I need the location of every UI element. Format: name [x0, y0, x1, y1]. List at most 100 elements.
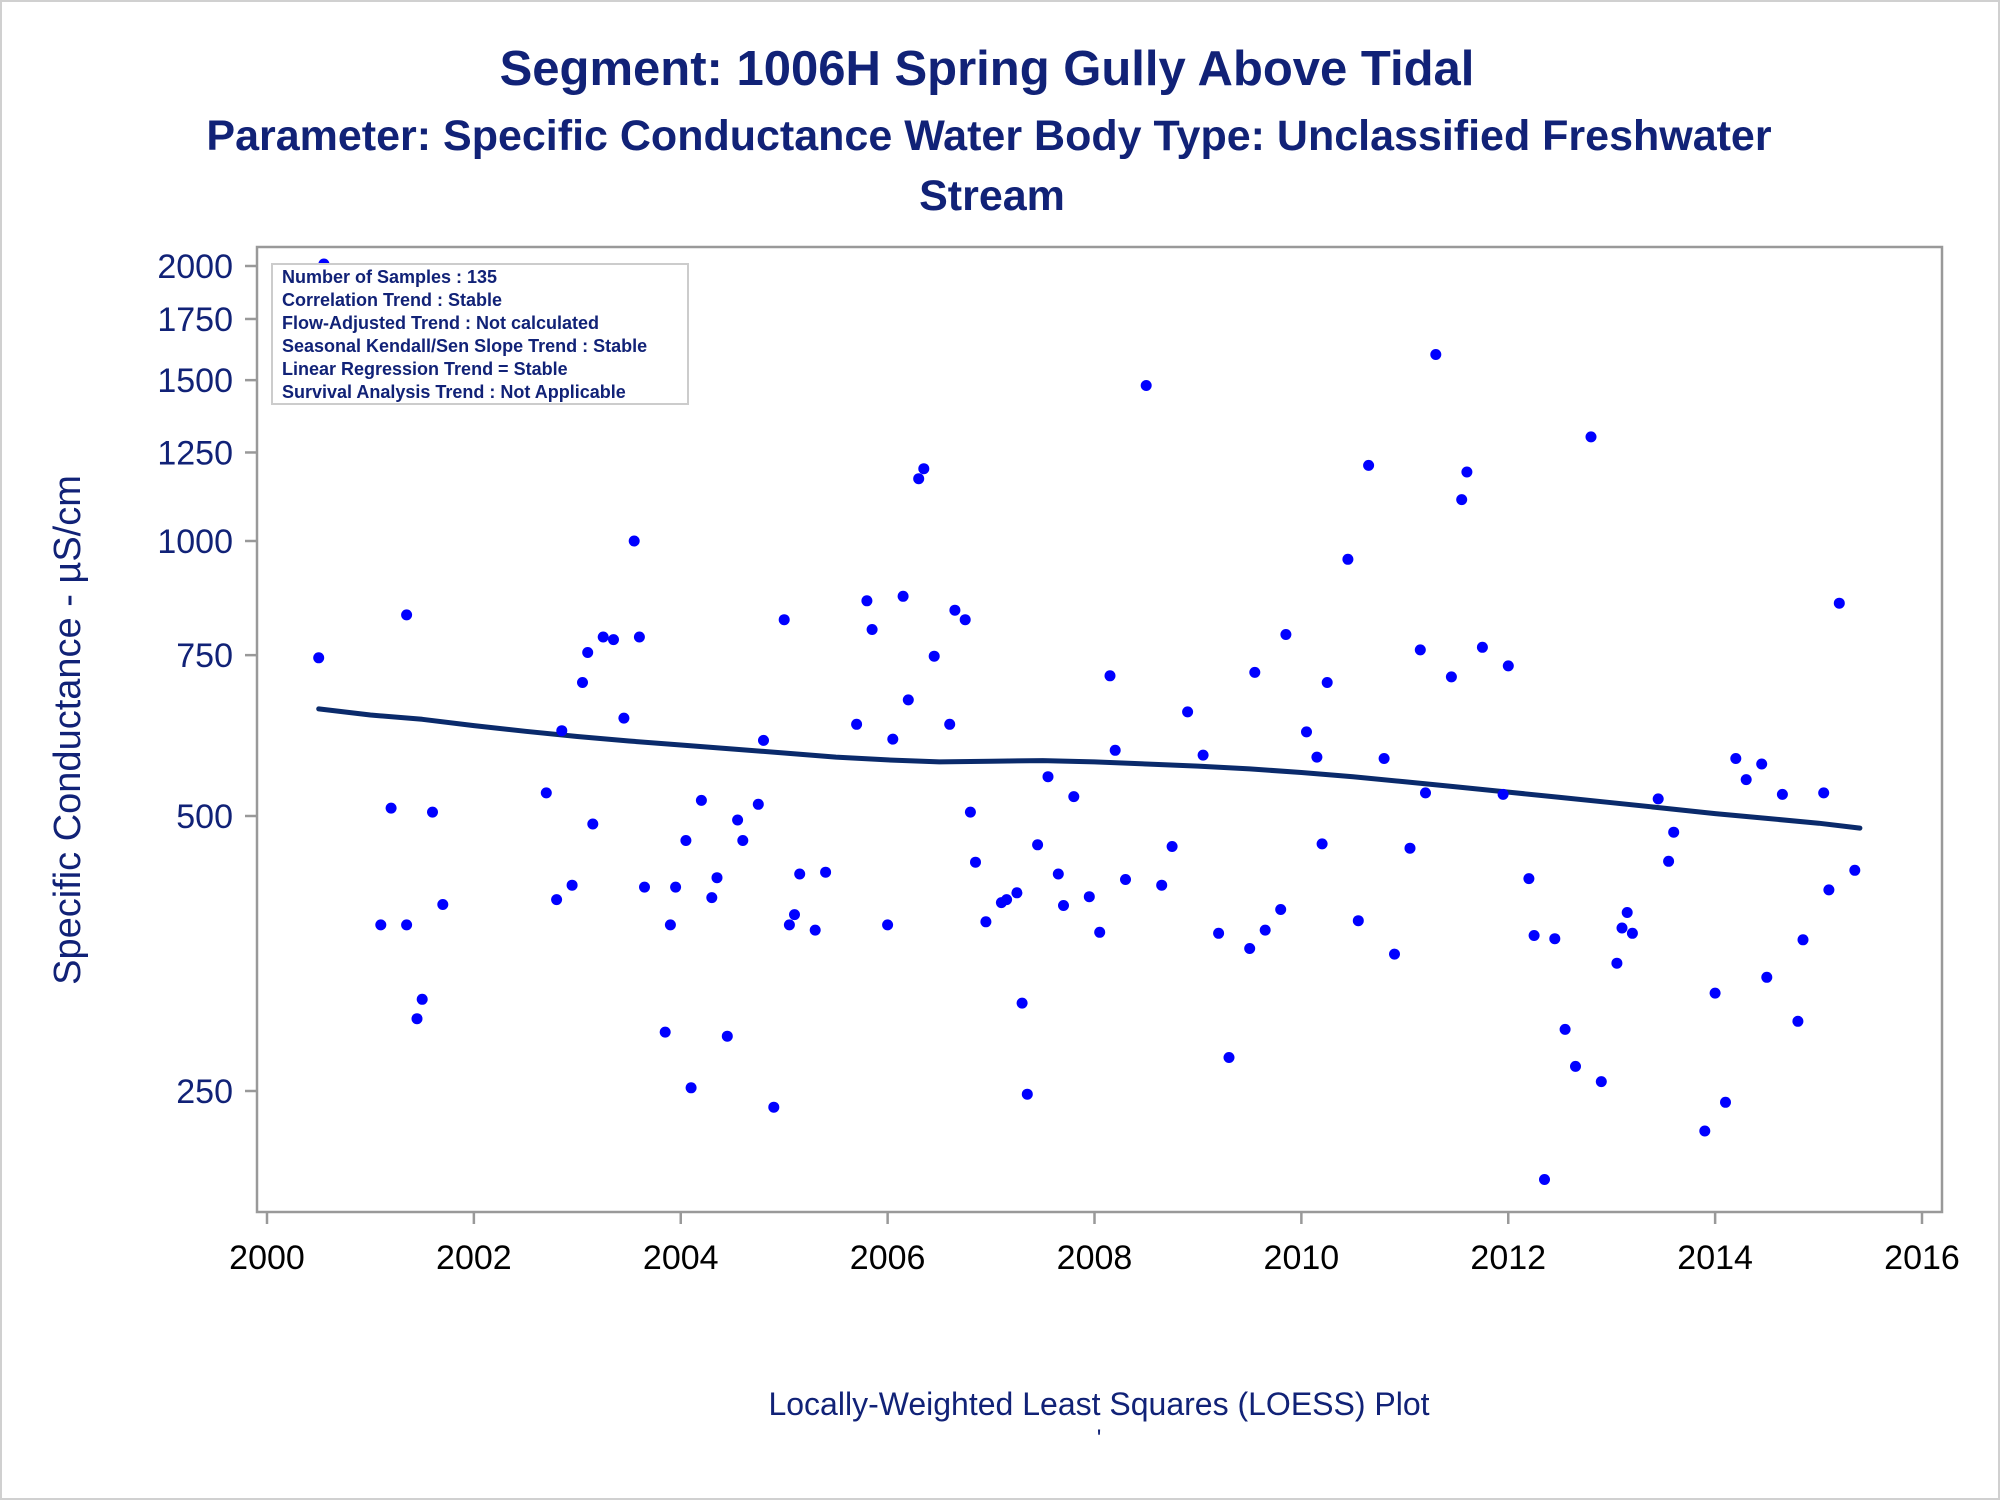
data-point: [711, 872, 723, 884]
data-point: [639, 881, 650, 893]
y-axis-label: Specific Conductance - µS/cm: [47, 475, 89, 985]
x-tick-label: 2006: [850, 1239, 926, 1277]
data-point: [664, 919, 676, 931]
data-point: [887, 733, 899, 745]
data-point: [752, 798, 764, 810]
data-point: [1083, 891, 1095, 903]
data-point: [1244, 943, 1256, 954]
data-point: [1321, 677, 1333, 688]
data-point: [1709, 987, 1721, 999]
data-point: [964, 806, 976, 818]
data-point: [1021, 1088, 1033, 1100]
data-point: [1316, 838, 1328, 850]
data-point: [1497, 788, 1509, 800]
data-point: [1833, 597, 1845, 609]
data-point: [732, 814, 744, 826]
data-point: [783, 919, 795, 931]
data-point: [928, 650, 940, 662]
data-point: [1668, 826, 1680, 838]
y-tick-label: 500: [176, 798, 233, 836]
data-point: [411, 1013, 423, 1025]
data-point: [375, 919, 387, 931]
data-point: [1502, 660, 1514, 672]
data-point: [1849, 864, 1861, 876]
data-point: [597, 631, 609, 643]
data-point: [794, 868, 806, 880]
data-point: [959, 614, 971, 626]
data-point: [918, 463, 930, 475]
data-point: [1058, 900, 1069, 911]
data-point: [416, 993, 428, 1005]
plot-area: [255, 245, 1944, 1214]
data-point: [706, 892, 718, 904]
data-point: [1523, 873, 1535, 885]
data-point: [1280, 629, 1292, 640]
data-point: [1001, 894, 1013, 906]
data-point: [1042, 771, 1054, 783]
data-point: [427, 806, 438, 818]
footnote-mark: ': [1097, 1425, 1102, 1452]
y-tick-label: 1250: [157, 434, 233, 472]
data-point: [949, 604, 961, 616]
stats-line-correlation: Correlation Trend : Stable: [282, 290, 502, 310]
data-point: [820, 866, 832, 878]
y-tick-label: 250: [176, 1073, 233, 1111]
data-point: [809, 924, 821, 936]
data-point: [1404, 842, 1416, 854]
data-point: [1430, 349, 1442, 360]
data-point: [1016, 997, 1028, 1009]
data-point: [902, 694, 914, 706]
x-axis: 2000 2002 2004 2006 2008 2010 2012 2014 2016: [229, 1212, 1960, 1277]
data-point: [778, 614, 790, 626]
data-point: [1182, 706, 1194, 718]
data-point: [1249, 666, 1261, 678]
stats-line-samples: Number of Samples : 135: [282, 267, 497, 287]
data-point: [1342, 553, 1354, 565]
y-tick-label: 2000: [157, 248, 233, 286]
chart-subtitle-line-2: Stream: [919, 172, 1065, 220]
data-point: [670, 881, 682, 893]
data-point: [313, 652, 325, 664]
data-point: [789, 909, 800, 921]
data-point: [1352, 915, 1364, 927]
data-point: [1311, 751, 1323, 763]
x-tick-label: 2010: [1264, 1239, 1340, 1277]
stats-line-survival-analysis: Survival Analysis Trend : Not Applicable: [282, 382, 626, 402]
data-point: [1104, 670, 1116, 682]
x-tick-label: 2000: [229, 1239, 305, 1277]
data-point: [577, 677, 588, 688]
loess-trend-line: [316, 706, 1863, 831]
y-tick-label: 750: [176, 637, 233, 675]
data-point: [1197, 749, 1209, 761]
data-point: [851, 718, 863, 730]
data-point: [1032, 839, 1044, 851]
data-point: [566, 879, 578, 891]
chart-title: Segment: 1006H Spring Gully Above Tidal: [500, 42, 1475, 96]
data-point: [1570, 1060, 1581, 1072]
data-point: [1011, 887, 1023, 899]
data-point: [1585, 431, 1597, 443]
data-point: [401, 919, 413, 931]
data-point: [1756, 758, 1768, 770]
data-point: [1259, 924, 1271, 936]
x-tick-label: 2008: [1057, 1239, 1133, 1277]
data-point: [1740, 774, 1752, 786]
stats-line-seasonal-kendall: Seasonal Kendall/Sen Slope Trend : Stabl…: [282, 336, 647, 356]
y-tick-label: 1750: [157, 301, 233, 339]
data-point: [1776, 788, 1788, 800]
y-axis: 250 500 750 1000 1250 1500 1750 2000: [157, 248, 257, 1111]
data-point: [1378, 753, 1390, 764]
data-point: [1549, 933, 1561, 945]
x-tick-label: 2002: [436, 1239, 512, 1277]
data-point: [1120, 874, 1131, 885]
chart-subtitle-line-1: Parameter: Specific Conductance Water Bo…: [206, 112, 1771, 160]
data-point: [685, 1082, 697, 1094]
data-point: [1539, 1174, 1550, 1185]
data-point: [1720, 1096, 1731, 1108]
stats-line-linear-regression: Linear Regression Trend = Stable: [282, 359, 568, 379]
data-point: [401, 609, 413, 621]
data-point: [1730, 753, 1742, 764]
data-point: [980, 916, 992, 928]
data-point: [1792, 1015, 1804, 1027]
